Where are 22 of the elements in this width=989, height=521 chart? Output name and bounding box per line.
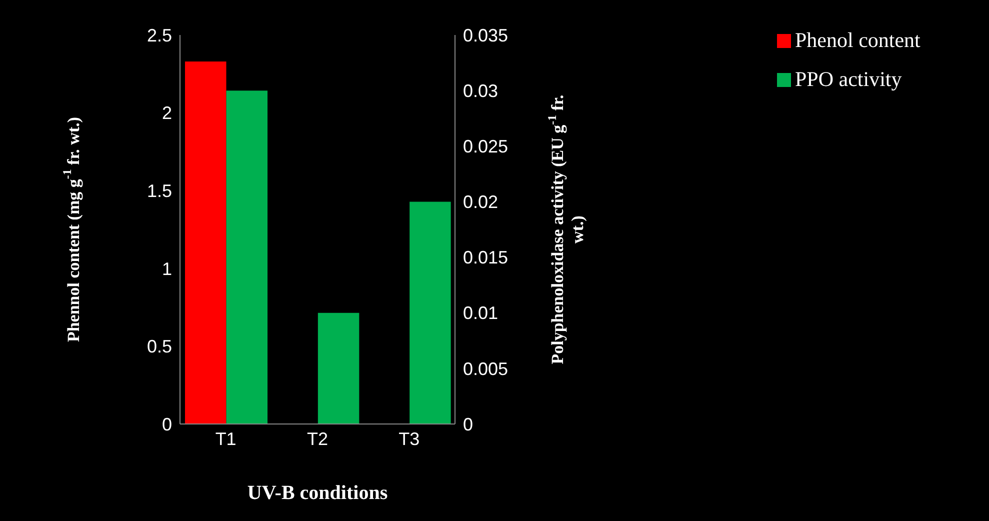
y-tick-label: 0: [162, 414, 172, 434]
bar: [410, 202, 451, 424]
x-tick-label: T2: [306, 428, 328, 449]
bar: [318, 312, 360, 424]
y2-tick-label: 0.02: [463, 192, 498, 212]
y2-tick-label: 0.005: [463, 358, 508, 379]
legend-label: PPO activity: [795, 67, 902, 92]
y-tick-label: 0.5: [146, 336, 172, 357]
y2-tick-label: 0.025: [463, 136, 508, 157]
y-tick-label: 2.5: [146, 25, 172, 46]
y2-tick-label: 0.01: [463, 303, 498, 324]
x-tick-label: T1: [215, 428, 236, 449]
y2-tick-label: 0: [463, 414, 474, 434]
y-tick-label: 2: [162, 103, 172, 124]
y2-tick-label: 0.03: [463, 80, 498, 101]
y2-tick-label: 0.015: [463, 248, 508, 268]
y2-tick-label: 0.035: [463, 25, 508, 46]
y-tick-label: 1: [162, 258, 172, 279]
legend-label: Phenol content: [795, 28, 920, 53]
x-axis-title: UV-B conditions: [247, 482, 388, 504]
y-tick-label: 1.5: [146, 180, 172, 201]
x-tick-label: T3: [398, 428, 420, 449]
